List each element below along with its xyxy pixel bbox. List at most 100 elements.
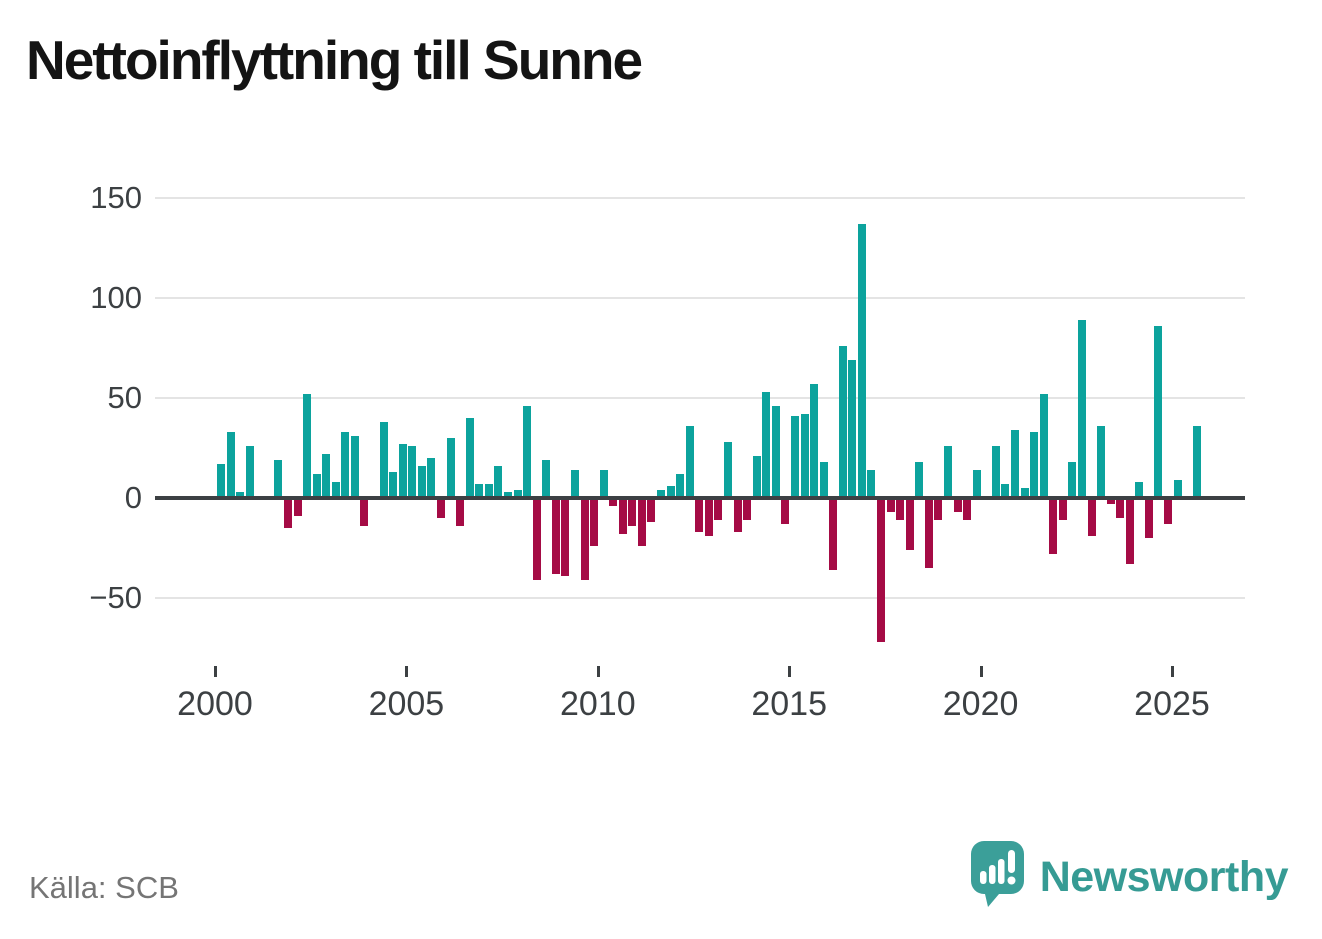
x-axis-tick-mark [214, 666, 217, 677]
x-axis-tick-mark [405, 666, 409, 677]
x-axis-tick-mark [1171, 666, 1174, 677]
bar-2020-q3 [1001, 484, 1010, 498]
bar-2008-q3 [542, 460, 551, 498]
bar-2002-q2 [303, 394, 312, 498]
x-axis-tick-label: 2020 [942, 685, 1019, 723]
bar-2007-q4 [513, 490, 522, 498]
bar-2003-q3 [350, 436, 359, 498]
bar-2018-q1 [905, 498, 914, 550]
bar-2001-q4 [283, 498, 292, 528]
y-axis-tick-label: 100 [90, 280, 142, 315]
bar-2016-q2 [838, 346, 847, 498]
bar-2012-q4 [704, 498, 713, 536]
bar-2014-q2 [762, 392, 771, 498]
bar-2009-q3 [580, 498, 589, 580]
newsworthy-logo-text: Newsworthy [1039, 852, 1289, 901]
bar-2006-q4 [475, 484, 484, 498]
bar-2010-q3 [618, 498, 627, 534]
bar-2004-q3 [389, 472, 398, 498]
bar-2010-q4 [628, 498, 637, 526]
bar-2022-q1 [1058, 498, 1067, 520]
y-axis-tick-label: 50 [107, 380, 142, 415]
bar-2018-q4 [934, 498, 943, 520]
bar-2024-q1 [1135, 482, 1144, 498]
bar-2019-q3 [963, 498, 972, 520]
zero-axis-line [155, 496, 1245, 500]
bar-2017-q4 [896, 498, 905, 520]
bar-2014-q1 [752, 456, 761, 498]
bar-2013-q3 [733, 498, 742, 532]
bar-2010-q2 [609, 498, 618, 506]
bar-2021-q3 [1039, 394, 1048, 498]
bar-2016-q4 [857, 224, 866, 498]
bar-2023-q3 [1116, 498, 1125, 518]
x-axis-tick-label: 2010 [559, 685, 636, 723]
chart-title: Nettoinflyttning till Sunne [26, 29, 643, 91]
bar-2020-q2 [991, 446, 1000, 498]
bar-2011-q3 [657, 490, 666, 498]
bar-2002-q4 [322, 454, 331, 498]
bar-2004-q4 [398, 444, 407, 498]
bar-2005-q1 [408, 446, 417, 498]
bar-2009-q1 [561, 498, 570, 576]
bar-2023-q1 [1097, 426, 1106, 498]
bar-2000-q2 [226, 432, 235, 498]
bar-2008-q1 [523, 406, 532, 498]
bar-2016-q3 [848, 360, 857, 498]
x-axis-tick-mark [979, 666, 983, 677]
x-axis-tick-label: 2025 [1134, 685, 1210, 723]
bar-2012-q1 [676, 474, 685, 498]
bar-2017-q1 [867, 470, 876, 498]
bar-2000-q4 [245, 446, 254, 498]
bar-2015-q1 [790, 416, 799, 498]
bar-2021-q2 [1030, 432, 1039, 498]
bar-2005-q4 [437, 498, 446, 518]
bar-2008-q4 [551, 498, 560, 574]
bar-2006-q1 [446, 438, 455, 498]
bar-2011-q4 [666, 486, 675, 498]
bar-2011-q1 [637, 498, 646, 546]
gridline [155, 397, 1245, 399]
bar-2018-q3 [924, 498, 933, 568]
bar-2001-q3 [274, 460, 283, 498]
bar-2003-q4 [360, 498, 369, 526]
bar-2007-q3 [503, 492, 512, 498]
bar-2012-q2 [685, 426, 694, 498]
bar-2023-q2 [1106, 498, 1115, 504]
bar-2017-q2 [877, 498, 886, 642]
bar-2015-q4 [819, 462, 828, 498]
y-axis-tick-label: −50 [89, 580, 142, 615]
bar-2021-q4 [1049, 498, 1058, 554]
bar-2022-q4 [1087, 498, 1096, 536]
bar-2006-q3 [465, 418, 474, 498]
bar-2016-q1 [829, 498, 838, 570]
bar-2013-q1 [714, 498, 723, 520]
bar-2022-q3 [1077, 320, 1086, 498]
gridline [155, 297, 1245, 299]
bar-2003-q2 [341, 432, 350, 498]
bar-2014-q4 [781, 498, 790, 524]
bar-2023-q4 [1125, 498, 1134, 564]
bar-2000-q3 [236, 492, 245, 498]
newsworthy-logo-link[interactable]: Newsworthy [970, 840, 1289, 913]
bar-2019-q1 [944, 446, 953, 498]
bar-2014-q3 [771, 406, 780, 498]
bar-2022-q2 [1068, 462, 1077, 498]
bar-2018-q2 [915, 462, 924, 498]
bar-2007-q1 [484, 484, 493, 498]
bar-2024-q4 [1164, 498, 1173, 524]
bar-2015-q2 [800, 414, 809, 498]
bar-2025-q3 [1192, 426, 1201, 498]
bar-2008-q2 [532, 498, 541, 580]
bar-2004-q2 [379, 422, 388, 498]
x-axis-tick-label: 2000 [177, 685, 253, 723]
bar-2002-q3 [312, 474, 321, 498]
bar-2019-q4 [972, 470, 981, 498]
y-axis-tick-label: 0 [124, 480, 142, 515]
gridline [155, 597, 1245, 599]
bar-2024-q2 [1144, 498, 1153, 538]
bar-2015-q3 [810, 384, 819, 498]
bar-2002-q1 [293, 498, 302, 516]
bar-2020-q4 [1010, 430, 1019, 498]
